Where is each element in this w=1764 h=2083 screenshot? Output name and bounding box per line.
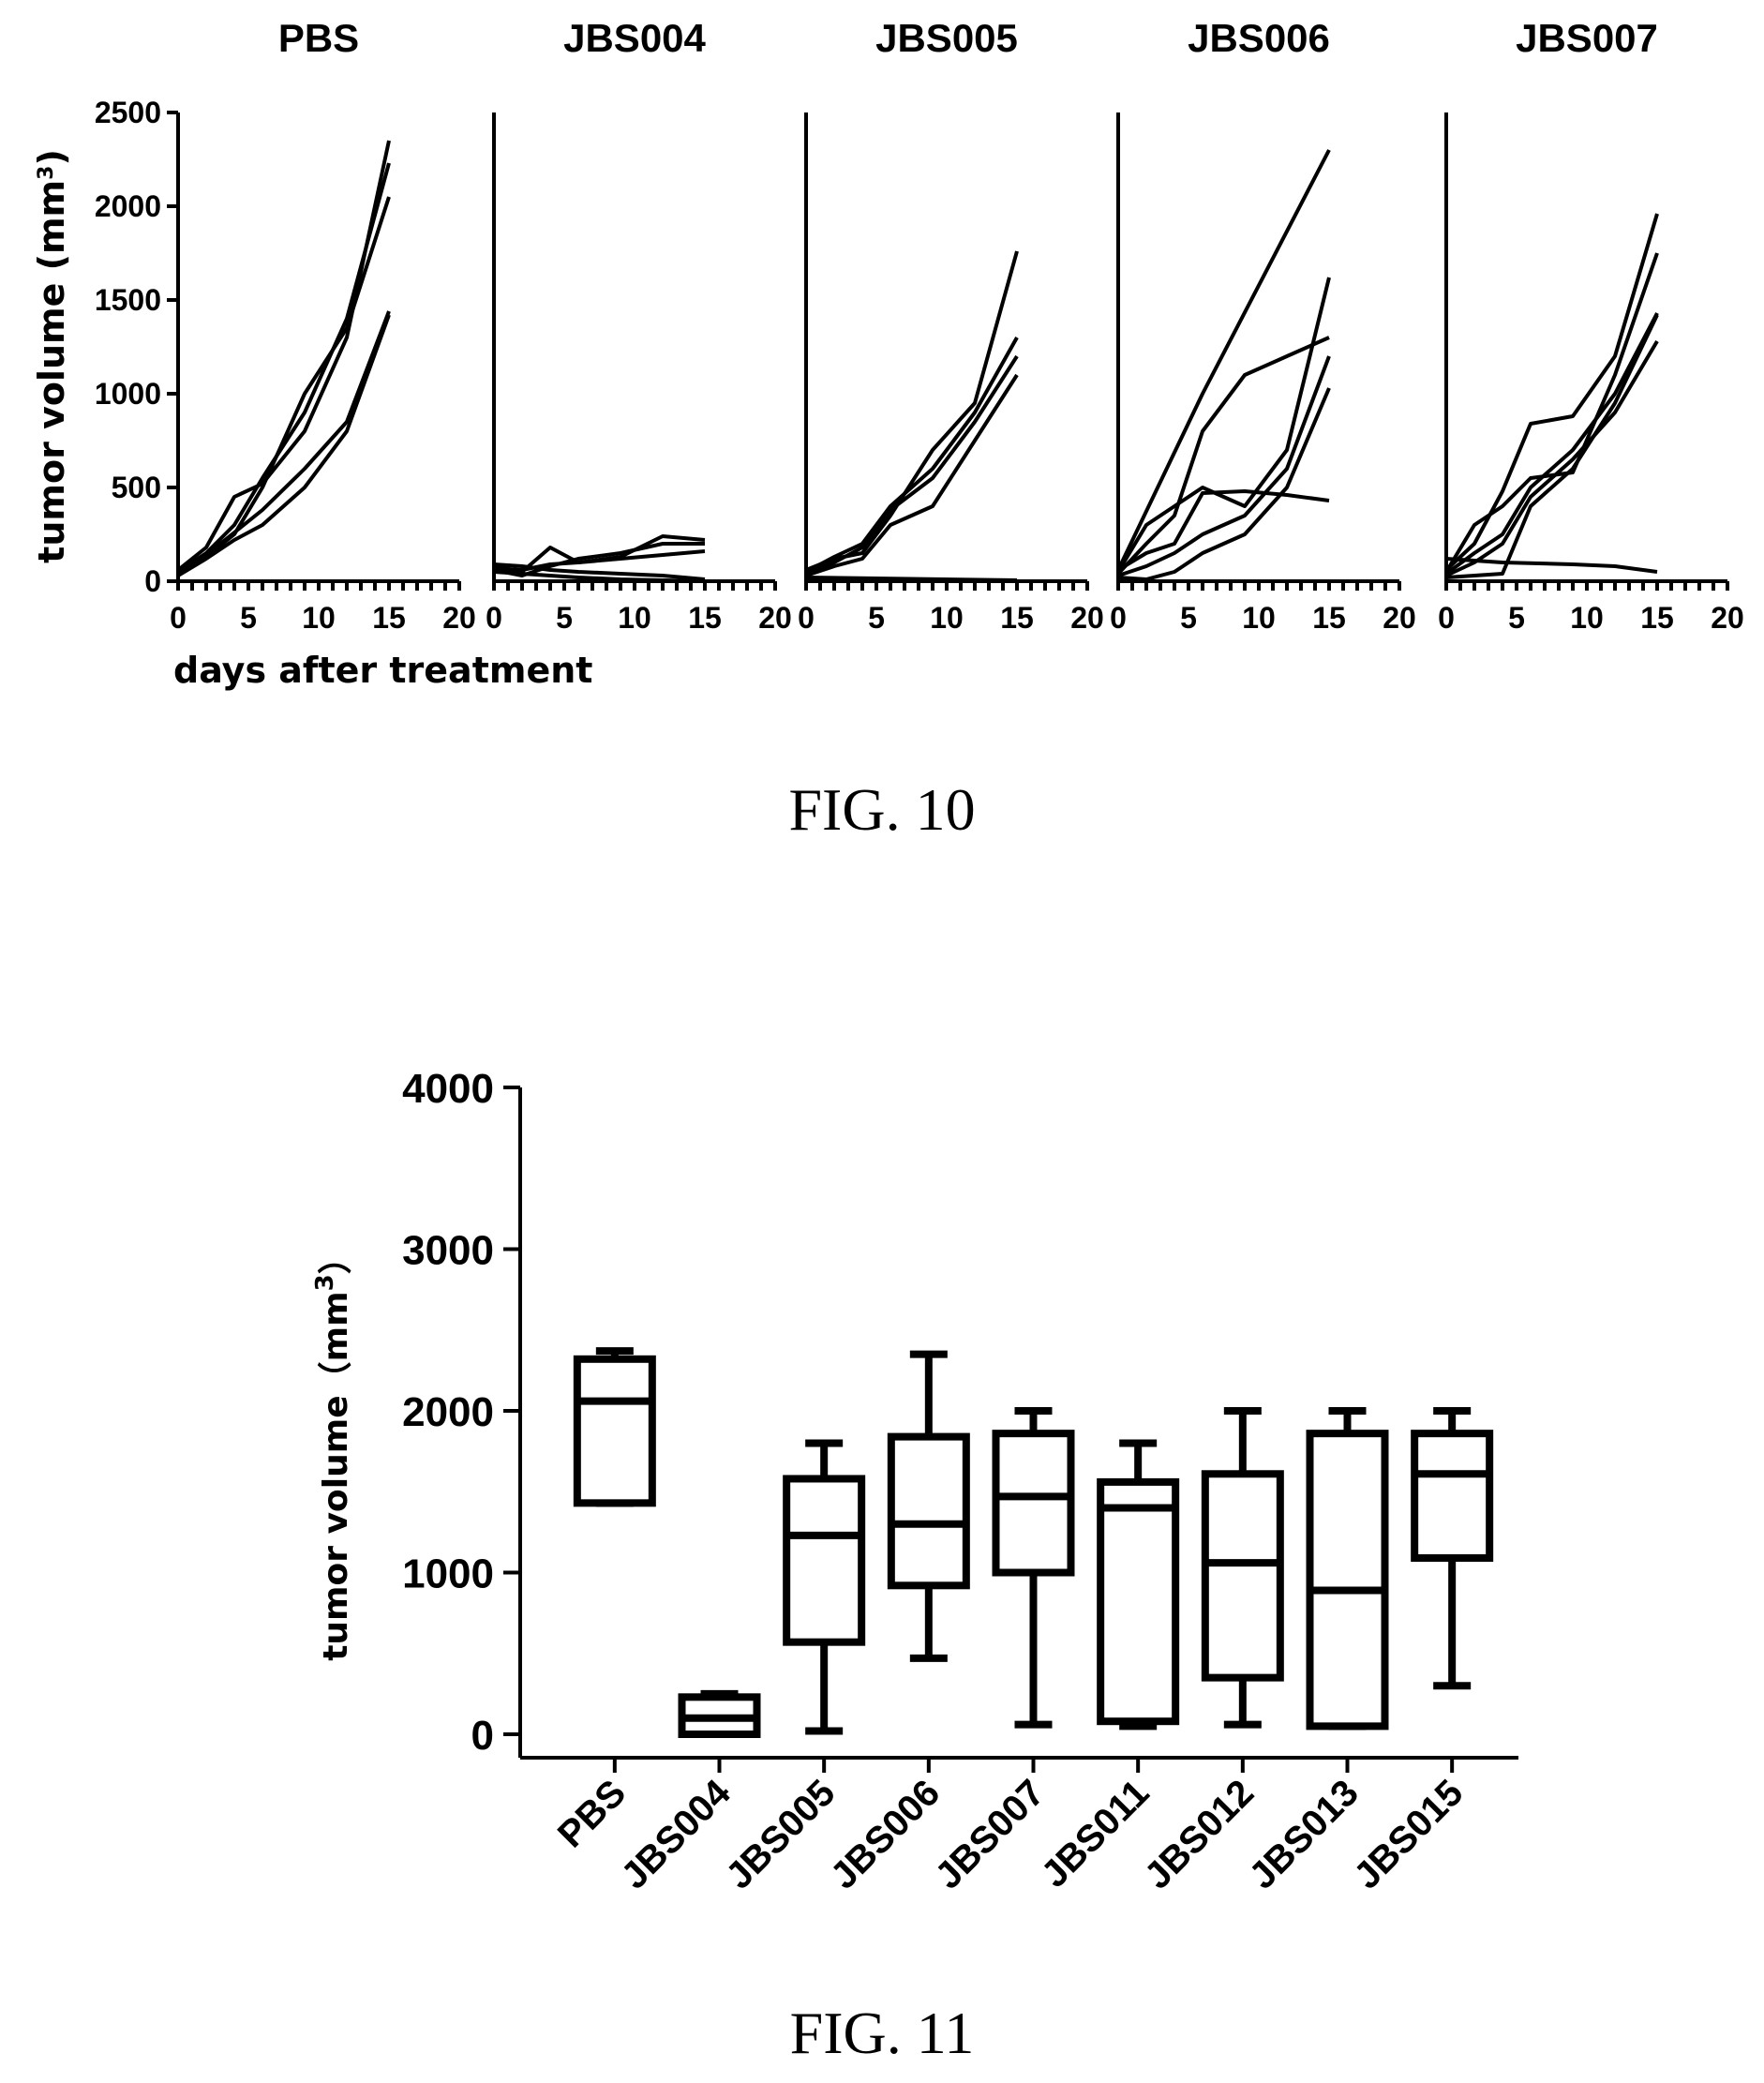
series-line (1117, 355, 1331, 577)
y-tick-label: 3000 (402, 1228, 494, 1274)
x-tick-label: 15 (1312, 601, 1346, 635)
x-tick-label: 5 (556, 601, 573, 635)
category-label: JBS006 (823, 1772, 948, 1896)
category-label: JBS005 (718, 1772, 843, 1896)
x-tick-label: 15 (1000, 601, 1034, 635)
series-line (176, 310, 391, 574)
series-line (1116, 336, 1330, 576)
series-line (1444, 252, 1659, 574)
fig10-panel: PBS 0 5 10 15 20 0 500 1000 1500 2000 2500 tumor vol… (31, 16, 476, 635)
x-tick-label: 20 (1711, 601, 1744, 635)
fig10-panel: JBS006 0 5 10 15 20 (1110, 16, 1416, 635)
series-line (493, 562, 706, 581)
box-rect (887, 1432, 970, 1590)
series-line (1116, 149, 1331, 571)
x-tick-label: 20 (758, 601, 792, 635)
fig10-panel: JBS007 0 5 10 15 20 (1438, 16, 1744, 635)
fig10-x-axis-title: days after treatment (173, 650, 592, 691)
panel-title: JBS005 (875, 16, 1018, 60)
x-tick-label: 15 (372, 601, 406, 635)
series-line (1116, 489, 1330, 572)
fig10-caption: FIG. 10 (788, 776, 975, 843)
x-tick-label: 10 (1242, 601, 1276, 635)
box-rect (1097, 1477, 1180, 1726)
series-line (1444, 213, 1659, 572)
fig11-caption: FIG. 11 (790, 2000, 975, 2066)
y-tick-label: 1000 (402, 1551, 494, 1597)
x-tick-label: 0 (798, 601, 815, 635)
y-tick-label: 2000 (95, 189, 161, 223)
series-line (805, 337, 1019, 574)
y-tick-label: 0 (144, 564, 161, 598)
category-label: JBS007 (928, 1772, 1053, 1896)
box-rect (1201, 1470, 1284, 1682)
series-line (1444, 312, 1659, 576)
panel-title: JBS004 (563, 16, 706, 60)
series-line (176, 314, 391, 577)
x-tick-label: 10 (618, 601, 651, 635)
fig11-y-axis-title: tumor volume（mm3） (311, 1240, 355, 1661)
category-label: JBS013 (1242, 1772, 1367, 1896)
x-tick-label: 0 (1438, 601, 1455, 635)
x-tick-label: 5 (1508, 601, 1525, 635)
series-line (493, 549, 706, 572)
panel-title: JBS006 (1188, 16, 1330, 60)
x-tick-label: 0 (486, 601, 502, 635)
y-tick-label: 1000 (95, 377, 161, 411)
category-label: JBS004 (614, 1772, 740, 1897)
y-tick-label: 4000 (402, 1066, 494, 1112)
box-rect (992, 1430, 1075, 1577)
series-line (805, 373, 1019, 577)
y-tick-label: 500 (112, 471, 161, 504)
box-item: JBS006 (823, 1350, 970, 1897)
x-tick-label: 0 (170, 601, 187, 635)
series-line (1117, 387, 1331, 581)
series-line (1445, 557, 1658, 574)
x-tick-label: 20 (442, 601, 476, 635)
x-tick-label: 15 (1640, 601, 1674, 635)
series-line (805, 576, 1018, 582)
x-tick-label: 20 (1070, 601, 1104, 635)
x-tick-label: 10 (302, 601, 336, 635)
x-tick-label: 15 (688, 601, 722, 635)
series-line (493, 570, 706, 583)
series-line (176, 162, 391, 574)
x-tick-label: 10 (1570, 601, 1604, 635)
x-tick-label: 10 (930, 601, 964, 635)
category-label: JBS015 (1346, 1772, 1471, 1896)
series-line (805, 354, 1019, 576)
y-tick-label: 2500 (95, 96, 161, 129)
series-line (1116, 277, 1331, 574)
y-tick-label: 1500 (95, 283, 161, 317)
category-label: JBS011 (1034, 1772, 1158, 1896)
box-rect (1411, 1430, 1494, 1562)
y-tick-label: 0 (471, 1713, 494, 1759)
panel-title: JBS007 (1516, 16, 1658, 60)
box-rect (573, 1355, 656, 1507)
fig10-panel: JBS004 0 5 10 15 20 (486, 16, 792, 635)
box-rect (783, 1475, 866, 1646)
series-line (176, 196, 391, 576)
x-tick-label: 5 (1180, 601, 1197, 635)
box-item: JBS005 (718, 1439, 866, 1897)
fig10-y-axis-title: tumor volume (mm3) (31, 149, 72, 563)
x-tick-label: 20 (1383, 601, 1416, 635)
box-rect (1306, 1430, 1389, 1731)
category-label: PBS (550, 1772, 634, 1855)
y-tick-label: 2000 (402, 1389, 494, 1435)
series-line (1445, 314, 1659, 579)
box-item: PBS (550, 1347, 656, 1856)
panel-title: PBS (278, 16, 359, 60)
category-label: JBS012 (1137, 1772, 1262, 1896)
x-tick-label: 5 (240, 601, 257, 635)
x-tick-label: 5 (868, 601, 885, 635)
x-tick-label: 0 (1110, 601, 1127, 635)
fig10-panel: JBS005 0 5 10 15 20 (798, 16, 1104, 635)
series-line (805, 250, 1019, 572)
